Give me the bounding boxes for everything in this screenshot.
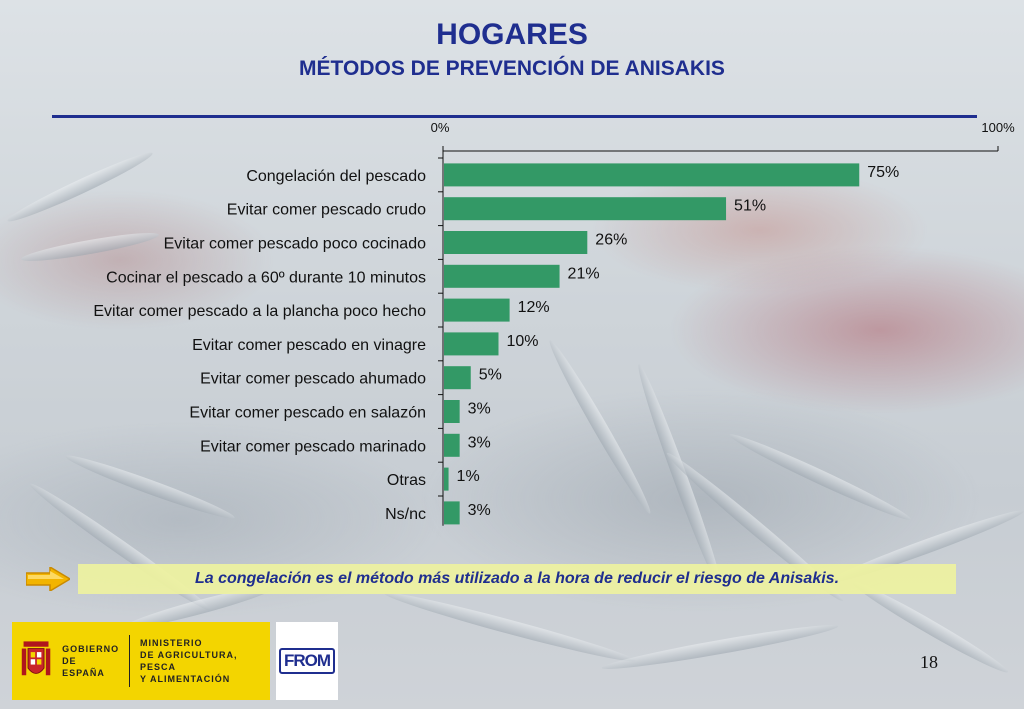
value-label: 3%	[468, 434, 491, 451]
bar	[444, 332, 499, 356]
value-label: 26%	[595, 232, 627, 249]
bar	[444, 264, 560, 288]
page-number: 18	[920, 652, 938, 672]
category-label: Cocinar el pescado a 60º durante 10 minu…	[106, 269, 426, 286]
bar	[444, 197, 727, 221]
bar	[444, 163, 860, 187]
category-label: Evitar comer pescado a la plancha poco h…	[93, 303, 426, 320]
value-label: 51%	[734, 198, 766, 215]
value-label: 21%	[568, 265, 600, 282]
logo-separator	[129, 635, 130, 687]
category-label: Otras	[387, 472, 426, 489]
x-tick-label-min: 0%	[431, 120, 450, 135]
category-label: Evitar comer pescado crudo	[227, 202, 426, 219]
bar	[444, 366, 471, 390]
page-title: HOGARES	[0, 18, 1024, 52]
value-label: 10%	[507, 333, 539, 350]
category-label: Evitar comer pescado marinado	[200, 438, 426, 455]
value-label: 1%	[457, 468, 480, 485]
category-label: Evitar comer pescado en vinagre	[192, 337, 426, 354]
gobierno-line-1: GOBIERNO	[62, 644, 120, 654]
value-label: 12%	[518, 299, 550, 316]
bar	[444, 400, 460, 423]
value-label: 75%	[867, 164, 899, 181]
bar	[444, 501, 460, 525]
category-label: Evitar comer pescado ahumado	[200, 371, 426, 388]
category-label: Evitar comer pescado en salazón	[189, 405, 426, 422]
value-label: 3%	[468, 401, 491, 418]
category-label: Evitar comer pescado poco cocinado	[164, 236, 426, 253]
ministerio-line-3: Y ALIMENTACIÓN	[139, 674, 231, 684]
x-tick-label-max: 100%	[981, 120, 1015, 135]
gobierno-line-2: DE ESPAÑA	[62, 656, 105, 678]
conclusion-callout: La congelación es el método más utilizad…	[78, 564, 956, 594]
title-divider	[52, 115, 977, 118]
from-logo: FROM	[278, 648, 336, 674]
gobierno-text: GOBIERNO DE ESPAÑA	[62, 643, 119, 679]
from-logo-box: FROM	[276, 622, 338, 700]
bar	[444, 231, 588, 254]
ministerio-line-1: MINISTERIO	[139, 638, 203, 648]
conclusion-text: La congelación es el método más utilizad…	[194, 570, 840, 587]
arrow-right-icon	[26, 567, 70, 591]
page-subtitle: MÉTODOS DE PREVENCIÓN DE ANISAKIS	[0, 57, 1024, 81]
ministerio-text: MINISTERIO DE AGRICULTURA, PESCA Y ALIME…	[140, 637, 262, 685]
page-subtitle-text: MÉTODOS DE PREVENCIÓN DE ANISAKIS	[299, 57, 725, 80]
page-title-text: HOGARES	[436, 18, 588, 51]
gobierno-logo: GOBIERNO DE ESPAÑA MINISTERIO DE AGRICUL…	[12, 622, 270, 700]
coat-of-arms-icon	[21, 641, 51, 676]
category-label: Congelación del pescado	[246, 168, 426, 185]
footer-logos: GOBIERNO DE ESPAÑA MINISTERIO DE AGRICUL…	[12, 622, 342, 700]
bar	[444, 433, 460, 457]
bar	[444, 298, 510, 322]
value-label: 3%	[468, 502, 491, 519]
category-label: Ns/nc	[385, 506, 426, 523]
value-label: 5%	[479, 367, 502, 384]
ministerio-line-2: DE AGRICULTURA, PESCA	[139, 650, 238, 672]
bar	[444, 467, 449, 491]
